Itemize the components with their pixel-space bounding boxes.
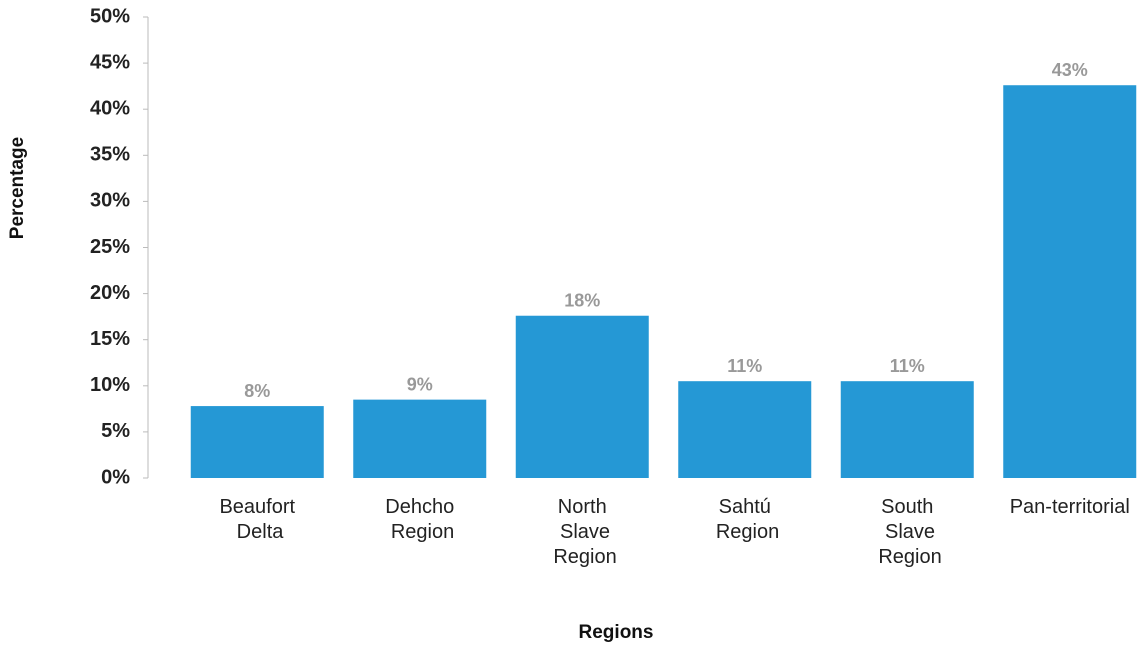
x-tick-label: Sahtú Region — [710, 496, 779, 543]
bar — [190, 406, 324, 478]
x-axis-title: Regions — [579, 622, 654, 643]
bar — [840, 381, 974, 478]
bar — [1003, 85, 1137, 478]
y-tick-label: 10% — [90, 374, 130, 396]
x-tick-label: North Slave Region — [548, 496, 617, 568]
value-label: 11% — [727, 356, 762, 376]
y-tick-label: 30% — [90, 190, 130, 212]
x-tick-label: Pan-territorial — [1010, 496, 1130, 518]
y-tick-label: 0% — [101, 466, 130, 488]
bar — [353, 399, 487, 478]
value-label: 9% — [407, 374, 433, 394]
y-tick-label: 25% — [90, 236, 130, 258]
x-tick-label: Beaufort Delta — [219, 496, 295, 543]
y-tick-label: 50% — [90, 5, 130, 27]
value-label: 8% — [244, 381, 270, 401]
y-tick-label: 40% — [90, 97, 130, 119]
bar — [515, 315, 649, 478]
x-tick-label: Dehcho Region — [385, 496, 454, 543]
y-axis-title: Percentage — [7, 137, 28, 239]
x-tick-label: South Slave Region — [873, 496, 942, 568]
value-label: 18% — [564, 290, 600, 310]
bar — [678, 381, 812, 478]
value-label: 43% — [1052, 60, 1088, 80]
value-label: 11% — [890, 356, 925, 376]
y-tick-label: 5% — [101, 420, 130, 442]
y-tick-label: 45% — [90, 51, 130, 73]
y-tick-label: 35% — [90, 144, 130, 166]
y-tick-label: 15% — [90, 328, 130, 350]
y-tick-label: 20% — [90, 282, 130, 304]
